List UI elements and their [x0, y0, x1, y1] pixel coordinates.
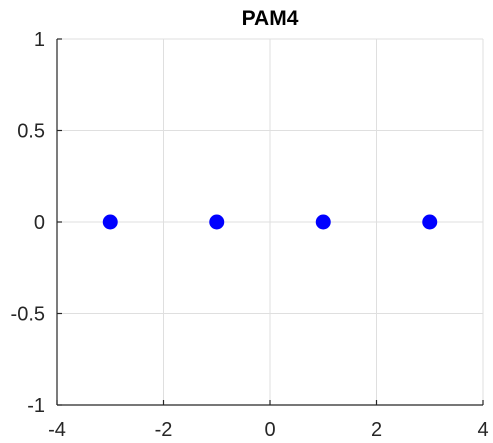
y-tick-label-2: 0 — [34, 212, 45, 234]
data-point-3 — [422, 214, 438, 230]
y-axis-ticks: -1 -0.5 0 0.5 1 — [11, 29, 62, 417]
x-tick-label-3: 2 — [371, 419, 382, 441]
x-tick-label-1: -2 — [155, 419, 173, 441]
x-axis-ticks: -4 -2 0 2 4 — [48, 400, 489, 441]
y-tick-label-3: 0.5 — [17, 121, 45, 143]
data-point-2 — [315, 214, 331, 230]
data-point-0 — [102, 214, 118, 230]
x-tick-label-0: -4 — [48, 419, 66, 441]
x-tick-label-2: 0 — [264, 419, 275, 441]
y-tick-label-0: -1 — [27, 395, 45, 417]
x-tick-label-4: 4 — [477, 419, 488, 441]
data-points — [102, 214, 438, 230]
y-tick-label-4: 1 — [34, 29, 45, 51]
data-point-1 — [209, 214, 225, 230]
chart-title: PAM4 — [242, 7, 299, 30]
y-tick-label-1: -0.5 — [11, 304, 45, 326]
grid — [56, 38, 484, 406]
